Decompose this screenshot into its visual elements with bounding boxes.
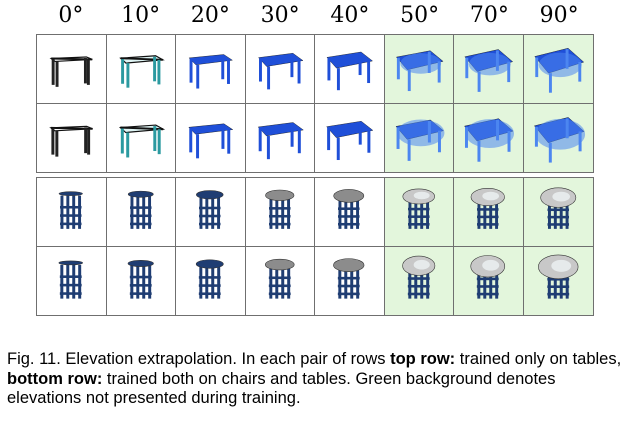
caption-text-3: trained both on chairs and tables. Green… bbox=[7, 369, 556, 408]
table-render-r1-c3 bbox=[246, 103, 315, 172]
stool-render-image bbox=[470, 254, 506, 299]
stool-render-r1-c1 bbox=[107, 246, 176, 315]
table-render-r1-c5 bbox=[384, 103, 454, 172]
stool-render-grid bbox=[36, 177, 594, 316]
table-render-r0-c2 bbox=[176, 35, 246, 104]
table-render-image bbox=[49, 56, 93, 87]
table-render-r1-c7 bbox=[523, 103, 593, 172]
elevation-header-3: 30° bbox=[260, 3, 300, 28]
table-render-image bbox=[326, 120, 374, 160]
elevation-header-5: 50° bbox=[400, 3, 440, 28]
table-render-r0-c4 bbox=[315, 35, 385, 104]
table-render-r0-c0 bbox=[37, 35, 107, 104]
table-render-image bbox=[464, 117, 514, 162]
stool-render-r1-c2 bbox=[176, 246, 246, 315]
elevation-header-6: 70° bbox=[469, 3, 509, 28]
stool-render-r1-c0 bbox=[37, 246, 107, 315]
table-render-image bbox=[118, 55, 165, 88]
table-render-image bbox=[118, 123, 165, 157]
table-render-image bbox=[188, 54, 233, 89]
table-render-image bbox=[395, 50, 444, 92]
table-render-r0-c6 bbox=[454, 35, 524, 104]
stool-render-r0-c7 bbox=[523, 178, 593, 247]
caption-bold-top-row: top row: bbox=[390, 350, 456, 368]
stool-render-r0-c4 bbox=[315, 178, 385, 247]
stool-render-image bbox=[127, 190, 154, 229]
stool-render-image bbox=[264, 189, 294, 229]
caption-text-1: Fig. 11. Elevation extrapolation. In eac… bbox=[7, 350, 391, 368]
stool-render-r0-c0 bbox=[37, 178, 107, 247]
table-render-image bbox=[188, 123, 234, 158]
table-render-grid bbox=[36, 34, 594, 173]
table-render-r0-c5 bbox=[384, 35, 454, 104]
table-render-r1-c4 bbox=[315, 103, 385, 172]
elevation-header-4: 40° bbox=[330, 3, 370, 28]
elevation-header-1: 10° bbox=[121, 3, 161, 28]
stool-render-r1-c5 bbox=[384, 246, 454, 315]
stool-render-image bbox=[537, 254, 578, 299]
stool-render-r1-c7 bbox=[523, 246, 593, 315]
table-render-image bbox=[395, 118, 444, 161]
table-render-r1-c6 bbox=[454, 103, 524, 172]
stool-render-image bbox=[402, 188, 435, 229]
elevation-header-7: 90° bbox=[539, 3, 579, 28]
table-render-image bbox=[533, 116, 585, 163]
table-render-r0-c7 bbox=[523, 35, 593, 104]
table-render-r0-c1 bbox=[106, 35, 176, 104]
stool-render-image bbox=[195, 258, 224, 299]
elevation-header-0: 0° bbox=[58, 3, 84, 28]
figure-caption: Fig. 11. Elevation extrapolation. In eac… bbox=[7, 350, 627, 409]
table-render-image bbox=[257, 53, 303, 90]
stool-render-image bbox=[401, 255, 435, 299]
stool-render-r0-c1 bbox=[106, 178, 176, 247]
stool-render-image bbox=[127, 259, 154, 299]
table-render-image bbox=[326, 51, 373, 91]
stool-render-r0-c5 bbox=[384, 178, 454, 247]
stool-render-image bbox=[333, 257, 365, 299]
stool-render-image bbox=[58, 191, 83, 229]
stool-render-r0-c6 bbox=[454, 178, 524, 247]
stool-render-r1-c3 bbox=[246, 246, 315, 315]
caption-text-2: trained only on tables, bbox=[455, 350, 622, 368]
table-render-r0-c3 bbox=[245, 35, 315, 104]
table-render-r1-c0 bbox=[37, 103, 107, 172]
table-render-r1-c2 bbox=[176, 103, 246, 172]
stool-render-r1-c4 bbox=[315, 246, 385, 315]
stool-render-image bbox=[58, 260, 83, 299]
table-render-r1-c1 bbox=[107, 103, 176, 172]
stool-render-r0-c3 bbox=[245, 178, 315, 247]
table-render-image bbox=[257, 121, 304, 159]
stool-render-image bbox=[196, 190, 224, 229]
stool-render-r0-c2 bbox=[176, 178, 246, 247]
elevation-header-2: 20° bbox=[190, 3, 230, 28]
table-render-image bbox=[464, 49, 514, 92]
stool-render-image bbox=[470, 188, 505, 229]
stool-render-image bbox=[333, 189, 365, 229]
stool-render-image bbox=[539, 187, 576, 229]
caption-bold-bottom-row: bottom row: bbox=[7, 369, 103, 388]
table-render-image bbox=[533, 47, 584, 93]
table-render-image bbox=[49, 125, 93, 157]
stool-render-r1-c6 bbox=[454, 246, 524, 315]
stool-render-image bbox=[264, 258, 295, 299]
